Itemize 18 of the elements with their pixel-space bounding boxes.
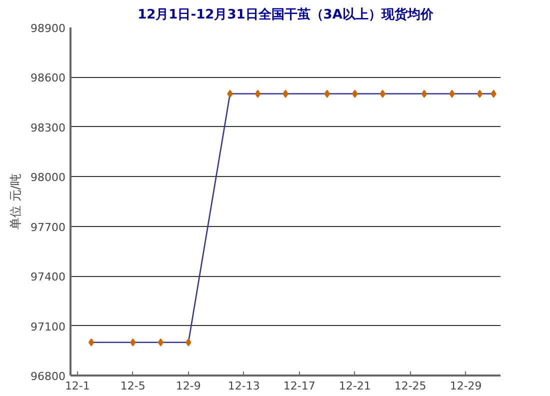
y-tick-label: 98300 [30,121,66,134]
y-tick-label: 97700 [30,220,66,234]
y-axis-title: 单位 元/吨 [8,174,23,230]
y-tick-label: 97400 [30,270,66,284]
x-tick-label: 12-9 [176,380,201,392]
x-tick-label: 12-17 [283,380,316,392]
x-tick-label: 12-5 [120,380,146,392]
x-tick-label: 12-29 [450,380,482,392]
x-tick-label: 12-21 [338,380,371,392]
y-tick-label: 98600 [30,72,66,85]
x-tick-label: 12-25 [394,380,426,392]
y-tick-label: 98000 [30,171,66,184]
y-tick-label: 97100 [30,320,66,334]
chart-title: 12月1日-12月31日全国干茧（3A以上）现货均价 [138,6,434,22]
y-tick-label: 98900 [30,22,66,35]
x-tick-label: 12-1 [64,380,90,392]
x-tick-label: 12-13 [228,380,260,392]
y-tick-label: 96800 [30,370,66,383]
